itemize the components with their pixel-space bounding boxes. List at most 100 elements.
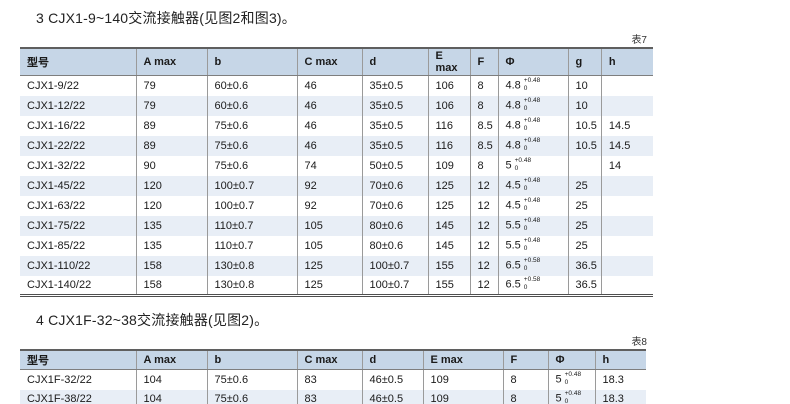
table-cell: 46±0.5 [361, 389, 423, 404]
table-cell: 158 [135, 275, 207, 296]
tolerance-stack: +0.48 0 [523, 197, 541, 212]
table-row: CJX1-63/22 120 100±0.7 92 70±0.6 125 12 4.5 +0.4… [20, 195, 654, 216]
table-cell: 6.5 +0.58 0 [497, 255, 568, 276]
table-cell [600, 215, 654, 236]
section-cjx1f: 4 CJX1F-32~38交流接触器(见图2)。 表8 型号 A max b C ma… [0, 297, 790, 404]
table-cell: 135 [135, 235, 207, 256]
table-row: CJX1-16/22 89 75±0.6 46 35±0.5 116 8.5 4.8 +0.48… [20, 115, 654, 136]
table-cell: 110±0.7 [206, 215, 297, 236]
tolerance-base: 5.5 [505, 219, 521, 232]
column-header: Φ [497, 48, 568, 76]
table-cell: 25 [567, 175, 602, 196]
column-header: d [361, 48, 428, 76]
tolerance-base: 4.8 [505, 99, 521, 112]
table-cell: 145 [427, 215, 470, 236]
column-header: 型号 [20, 48, 136, 76]
table-row: CJX1-45/22 120 100±0.7 92 70±0.6 125 12 4.5 +0.4… [20, 175, 654, 196]
column-header: 型号 [20, 350, 136, 370]
table-cell: 158 [135, 255, 207, 276]
column-header: b [206, 48, 297, 76]
table-cell: 25 [567, 235, 602, 256]
table-cell: 100±0.7 [361, 255, 428, 276]
table-cell: 4.8 +0.48 0 [497, 75, 568, 96]
model-cell: CJX1-110/22 [20, 255, 136, 276]
table-cell [600, 275, 654, 296]
table-cell [567, 155, 602, 176]
table-cell: 60±0.6 [206, 75, 297, 96]
table-cell: 25 [567, 215, 602, 236]
table-cell: 130±0.8 [206, 275, 297, 296]
tolerance-base: 5 [555, 392, 562, 404]
table-cell: 4.5 +0.48 0 [497, 195, 568, 216]
table-cell: 100±0.7 [206, 175, 297, 196]
table-cell: 125 [427, 195, 470, 216]
column-header: A max [135, 350, 207, 370]
tolerance-stack: +0.48 0 [564, 390, 582, 404]
table-cell: 14 [600, 155, 654, 176]
table-cell: 5.5 +0.48 0 [497, 235, 568, 256]
table-cell: 116 [427, 135, 470, 156]
table-cell: 70±0.6 [361, 195, 428, 216]
table-cell [600, 255, 654, 276]
table-cell: 79 [135, 95, 207, 116]
table-cell: 46 [296, 75, 362, 96]
table-cell: 25 [567, 195, 602, 216]
table-row: CJX1-22/22 89 75±0.6 46 35±0.5 116 8.5 4.8 +0.48… [20, 135, 654, 156]
tolerance-stack: +0.58 0 [523, 276, 541, 291]
table-cell: 4.5 +0.48 0 [497, 175, 568, 196]
table-cell [600, 195, 654, 216]
table-cell: 5 +0.48 0 [497, 155, 568, 176]
table-cell [600, 235, 654, 256]
tolerance-stack: +0.48 0 [514, 157, 532, 172]
table-cell: 100±0.7 [361, 275, 428, 296]
tolerance-stack: +0.48 0 [564, 371, 582, 386]
table-cell: 109 [427, 155, 470, 176]
column-header: h [600, 48, 654, 76]
table-cell: 116 [427, 115, 470, 136]
table-cell: 46 [296, 135, 362, 156]
section-title-cjx1f: 4 CJX1F-32~38交流接触器(见图2)。 [36, 312, 269, 328]
model-cell: CJX1-85/22 [27, 239, 86, 252]
column-header: g [567, 48, 602, 76]
table-cell: 50±0.5 [361, 155, 428, 176]
column-header: h [594, 350, 646, 370]
tolerance-stack: +0.58 0 [523, 257, 541, 272]
section-cjx1: 3 CJX1-9~140交流接触器(见图2和图3)。 表7 型号 A max b C … [20, 10, 654, 297]
table-cell: 6.5 +0.58 0 [497, 275, 568, 296]
column-header: F [469, 48, 498, 76]
table-cell: 5 +0.48 0 [547, 389, 595, 404]
tolerance-base: 5 [555, 373, 562, 386]
table-cell: 125 [296, 255, 362, 276]
table-cell: 46±0.5 [361, 369, 423, 390]
table-cell: 75±0.6 [206, 369, 297, 390]
model-cell: CJX1-12/22 [20, 95, 136, 116]
table-cell: 14.5 [600, 135, 654, 156]
table-cell: 46 [296, 115, 362, 136]
table-cell: 92 [296, 175, 362, 196]
table-cell: 12 [469, 275, 498, 296]
table-cell: 155 [427, 275, 470, 296]
tolerance-stack: +0.48 0 [523, 97, 541, 112]
table-cell: 145 [427, 235, 470, 256]
table-cell: 125 [427, 175, 470, 196]
table-cell: 106 [427, 75, 470, 96]
column-header: C max [296, 350, 362, 370]
table-cell: 104 [135, 389, 207, 404]
model-cell: CJX1-32/22 [27, 159, 86, 172]
column-header: A max [135, 48, 207, 76]
tolerance-stack: +0.48 0 [523, 237, 541, 252]
table-cell: 35±0.5 [361, 95, 428, 116]
model-cell: CJX1-22/22 [20, 135, 136, 156]
table-cell: 36.5 [567, 255, 602, 276]
model-cell: CJX1-140/22 [27, 278, 92, 291]
tolerance-stack: +0.48 0 [523, 177, 541, 192]
table-cell: 104 [135, 369, 207, 390]
table-row: CJX1F-38/22 104 75±0.6 83 46±0.5 109 8 5 +0.48 0 1… [20, 389, 646, 404]
table-cell: 105 [296, 235, 362, 256]
model-cell: CJX1F-38/22 [20, 389, 136, 404]
table-cell: 5.5 +0.48 0 [497, 215, 568, 236]
tolerance-base: 4.5 [505, 179, 521, 192]
